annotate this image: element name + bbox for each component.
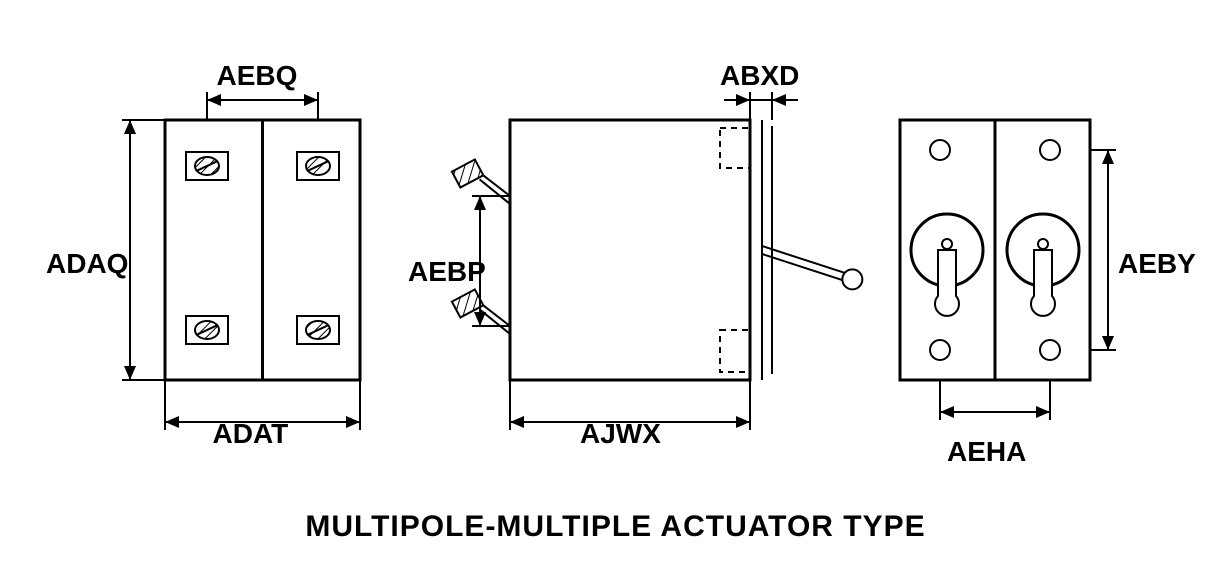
label-adat: ADAT [213, 418, 289, 450]
label-aebq: AEBQ [217, 60, 298, 92]
label-ajwx: AJWX [580, 418, 661, 450]
label-aebp: AEBP [408, 256, 486, 288]
label-aeby: AEBY [1118, 248, 1196, 280]
label-aeha: AEHA [947, 436, 1026, 468]
drawing-svg [0, 0, 1231, 580]
caption: MULTIPOLE-MULTIPLE ACTUATOR TYPE [0, 510, 1231, 544]
label-adaq: ADAQ [46, 248, 128, 280]
label-abxd: ABXD [720, 60, 799, 92]
diagram-stage: ADAQ ADAT AEBQ AEBP AJWX ABXD AEBY AEHA … [0, 0, 1231, 580]
